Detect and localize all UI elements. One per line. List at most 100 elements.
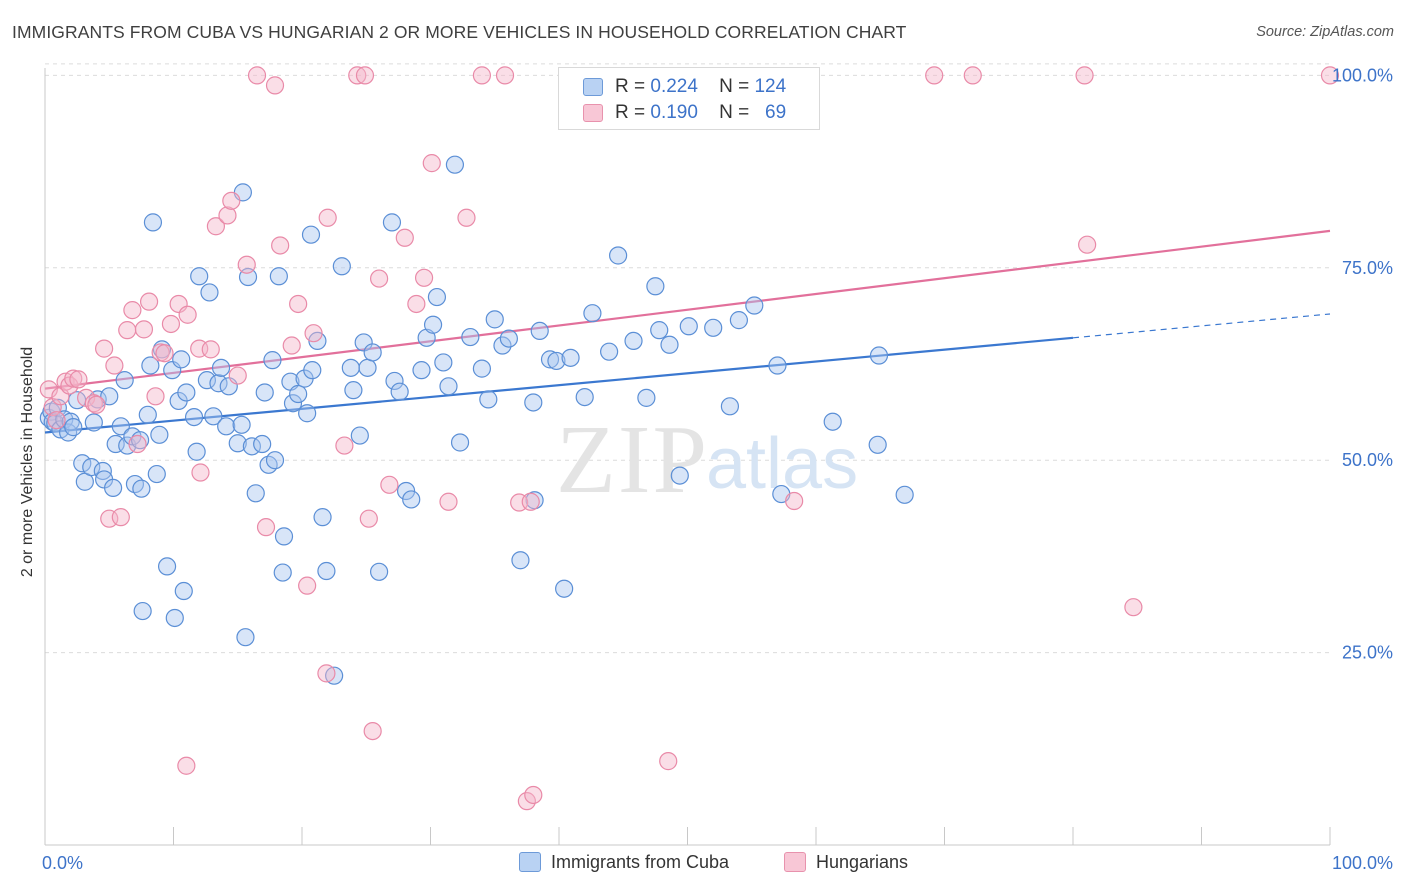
watermark-atlas: atlas	[706, 424, 858, 504]
point-cuba	[204, 407, 223, 426]
point-hungarians	[495, 66, 515, 85]
point-cuba	[423, 315, 443, 334]
trend-line-hungarians	[44, 229, 1331, 390]
point-cuba	[104, 478, 123, 498]
point-cuba	[115, 371, 134, 390]
point-cuba	[540, 350, 560, 369]
point-hungarians	[139, 292, 159, 311]
x-tick-label: 100.0%	[1332, 853, 1393, 873]
point-hungarians	[178, 305, 197, 324]
point-hungarians	[925, 66, 944, 85]
bottom-legend-swatch-cuba	[519, 852, 541, 872]
point-cuba	[303, 361, 322, 380]
bottom-legend-label-hungarians: Hungarians	[816, 852, 909, 872]
legend-swatch-cuba	[583, 78, 603, 96]
point-cuba	[184, 407, 204, 427]
point-cuba	[493, 336, 512, 355]
point-cuba	[524, 393, 543, 412]
point-hungarians	[659, 752, 678, 771]
point-hungarians	[95, 339, 114, 358]
point-hungarians	[1078, 235, 1097, 254]
point-cuba	[111, 417, 130, 436]
point-cuba	[434, 353, 453, 372]
point-cuba	[211, 358, 231, 377]
point-hungarians	[524, 785, 543, 805]
point-hungarians	[521, 492, 540, 511]
point-hungarians	[298, 576, 317, 595]
point-hungarians	[317, 664, 336, 683]
point-cuba	[317, 561, 336, 581]
point-cuba	[298, 404, 317, 423]
point-cuba	[217, 417, 236, 436]
point-cuba	[555, 579, 574, 598]
point-cuba	[232, 415, 251, 434]
points-layer	[39, 66, 1340, 811]
point-hungarians	[69, 370, 88, 389]
point-cuba	[100, 387, 119, 406]
legend-n-label: N =	[719, 102, 750, 123]
point-hungarians	[161, 314, 181, 334]
legend-n-value-cuba: 124	[754, 76, 787, 97]
point-cuba	[177, 383, 196, 402]
point-hungarians	[201, 340, 220, 359]
point-cuba	[344, 381, 363, 400]
point-cuba	[660, 335, 679, 354]
point-cuba	[729, 311, 749, 330]
point-cuba	[427, 287, 447, 307]
point-cuba	[133, 601, 152, 621]
point-cuba	[895, 485, 914, 504]
point-hungarians	[134, 320, 154, 339]
point-cuba	[209, 374, 228, 393]
point-cuba	[646, 277, 665, 296]
legend-n-value-hungarians: 69	[765, 102, 787, 123]
bottom-legend-swatch-hungarians	[784, 852, 806, 872]
point-hungarians	[1124, 598, 1143, 617]
point-hungarians	[218, 206, 237, 225]
point-hungarians	[1320, 66, 1340, 85]
point-cuba	[147, 464, 166, 484]
point-cuba	[301, 225, 321, 244]
point-cuba	[157, 557, 177, 576]
axis-layer	[44, 68, 1331, 846]
bottom-legend-hungarians: Hungarians	[784, 852, 908, 873]
point-cuba	[679, 317, 698, 336]
point-hungarians	[1075, 66, 1094, 85]
point-cuba	[263, 351, 282, 370]
point-hungarians	[304, 324, 323, 343]
point-hungarians	[64, 369, 83, 388]
point-cuba	[530, 321, 549, 341]
legend-r-value-cuba: 0.224	[650, 76, 698, 97]
point-cuba	[583, 304, 602, 323]
grid-layer	[45, 63, 1330, 654]
y-tick-label: 75.0%	[1342, 258, 1393, 278]
point-cuba	[172, 350, 191, 369]
point-hungarians	[123, 301, 142, 320]
point-cuba	[138, 405, 157, 424]
x-tick-label: 0.0%	[42, 853, 83, 873]
point-hungarians	[963, 66, 982, 85]
y-tick-label: 25.0%	[1342, 643, 1393, 663]
point-hungarians	[265, 76, 285, 95]
bottom-legend-cuba: Immigrants from Cuba	[519, 852, 729, 873]
point-hungarians	[395, 228, 414, 247]
watermark: ZIP atlas	[556, 406, 858, 514]
point-cuba	[341, 358, 360, 377]
point-hungarians	[335, 436, 354, 455]
point-cuba	[84, 413, 103, 432]
point-cuba	[246, 484, 265, 503]
stats-legend: R = 0.224 N = 124 R = 0.190 N = 69	[558, 67, 820, 130]
point-cuba	[609, 246, 628, 265]
point-cuba	[485, 310, 504, 329]
point-hungarians	[191, 463, 210, 482]
point-cuba	[236, 628, 255, 647]
point-hungarians	[47, 411, 66, 430]
point-cuba	[650, 321, 669, 340]
point-hungarians	[256, 518, 276, 537]
point-cuba	[768, 356, 787, 375]
point-cuba	[358, 358, 377, 377]
point-hungarians	[155, 344, 174, 363]
point-cuba	[450, 433, 470, 452]
point-cuba	[143, 213, 163, 232]
point-cuba	[869, 346, 889, 365]
